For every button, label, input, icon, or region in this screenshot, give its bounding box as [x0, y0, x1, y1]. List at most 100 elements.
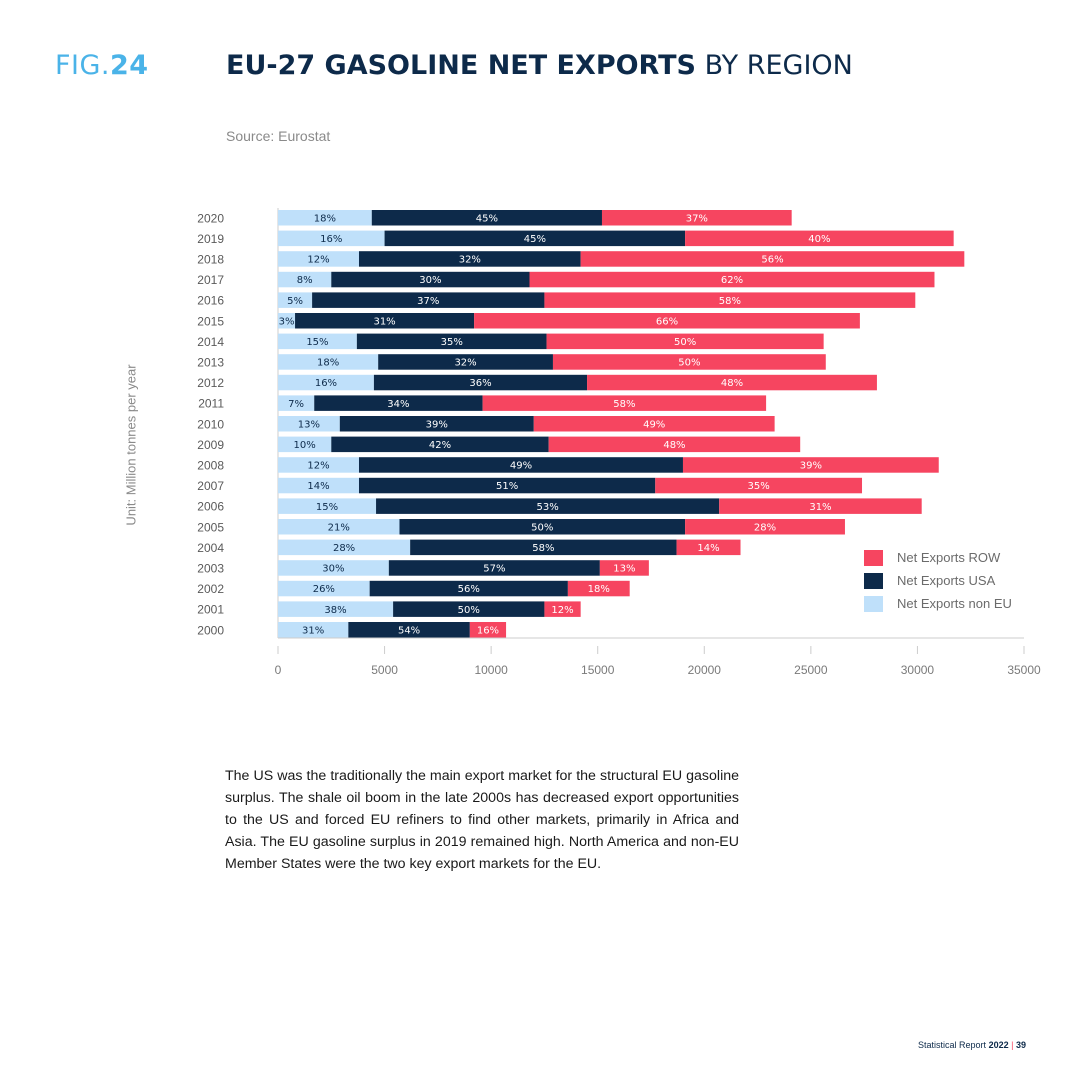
bar-segment: [378, 354, 553, 370]
bar-segment: [376, 498, 720, 514]
bar-segment: [278, 313, 296, 329]
bar-segment: [567, 580, 630, 597]
data-label: 14%: [697, 543, 719, 554]
bar-segment: [278, 416, 340, 432]
data-label: 26%: [313, 584, 335, 595]
y-tick-label: 2013: [197, 355, 224, 369]
bar-segment: [278, 519, 400, 535]
bar-segment: [339, 416, 534, 432]
bar-segment: [278, 436, 332, 453]
legend-item-usa: Net Exports USA: [864, 569, 1012, 592]
y-tick-label: 2000: [197, 623, 224, 637]
data-label: 62%: [721, 275, 743, 286]
y-tick-label: 2019: [197, 232, 224, 246]
stacked-bar-chart: 0 5000 10000 15000 20000 25000 30000 35000 2020 1…: [197, 208, 1041, 677]
bar-segment: [682, 457, 939, 473]
y-tick-label: 2015: [197, 314, 224, 328]
footer-year: 2022: [988, 1040, 1009, 1050]
bar-segment: [685, 519, 845, 535]
data-label: 10%: [294, 440, 316, 451]
legend-label-non-eu: Net Exports non EU: [897, 596, 1012, 611]
data-label: 18%: [314, 213, 336, 224]
bar-segment: [278, 580, 370, 597]
x-tick-label: 10000: [474, 663, 508, 677]
data-label: 14%: [307, 481, 329, 492]
footer-page-number: 39: [1015, 1040, 1026, 1050]
data-label: 13%: [298, 419, 320, 430]
bar-segment: [278, 601, 394, 617]
data-label: 66%: [656, 316, 678, 327]
bar-segment: [548, 436, 801, 453]
bar-segment: [393, 601, 545, 617]
bar-segment: [685, 230, 954, 247]
bar-segment: [529, 271, 935, 288]
legend-swatch-non-eu: [864, 595, 883, 612]
data-label: 7%: [288, 399, 304, 410]
figure-label: FIG.24: [55, 50, 149, 81]
data-label: 45%: [524, 234, 546, 245]
data-label: 56%: [761, 255, 783, 266]
x-tick-label: 20000: [688, 663, 722, 677]
bar-segment: [295, 313, 475, 329]
chart-title: EU-27 GASOLINE NET EXPORTS BY REGION: [226, 50, 853, 81]
data-label: 16%: [477, 625, 499, 636]
data-label: 45%: [476, 213, 498, 224]
data-label: 16%: [315, 378, 337, 389]
footer-text: Statistical Report: [918, 1040, 987, 1050]
data-label: 39%: [426, 419, 448, 430]
legend-swatch-row: [864, 549, 883, 566]
data-label: 12%: [551, 605, 573, 616]
data-label: 31%: [373, 316, 395, 327]
bar-segment: [469, 622, 507, 638]
chart-title-regular: BY REGION: [704, 50, 853, 81]
body-paragraph: The US was the traditionally the main ex…: [225, 768, 739, 872]
bar-segment: [278, 271, 332, 288]
x-tick-label: 35000: [1007, 663, 1041, 677]
bar-segment: [278, 230, 385, 247]
page-footer: Statistical Report 2022 | 39: [918, 1040, 1026, 1050]
bar-segment: [278, 251, 359, 267]
data-label: 30%: [322, 564, 344, 575]
bar-segment: [482, 395, 767, 411]
bar-segment: [358, 477, 656, 494]
x-tick-label: 25000: [794, 663, 828, 677]
data-label: 30%: [419, 275, 441, 286]
y-tick-label: 2005: [197, 520, 224, 534]
data-label: 28%: [754, 522, 776, 533]
data-label: 49%: [643, 419, 665, 430]
y-tick-label: 2020: [197, 211, 224, 225]
bar-segment: [580, 251, 965, 267]
legend-swatch-usa: [864, 572, 883, 589]
y-tick-label: 2018: [197, 252, 224, 266]
bar-segment: [410, 539, 677, 556]
data-label: 42%: [429, 440, 451, 451]
data-label: 39%: [800, 461, 822, 472]
data-label: 34%: [387, 399, 409, 410]
data-label: 56%: [458, 584, 480, 595]
legend-item-row: Net Exports ROW: [864, 546, 1012, 569]
bar-segment: [278, 210, 372, 226]
bar-segment: [474, 313, 860, 329]
data-label: 35%: [748, 481, 770, 492]
y-tick-label: 2003: [197, 561, 224, 575]
y-tick-label: 2011: [198, 397, 224, 411]
bar-segment: [533, 416, 775, 432]
data-label: 13%: [613, 564, 635, 575]
data-label: 3%: [279, 316, 295, 327]
y-tick-label: 2009: [197, 438, 224, 452]
legend-item-non-eu: Net Exports non EU: [864, 592, 1012, 615]
bar-segment: [278, 292, 313, 308]
bar-segment: [358, 251, 581, 267]
data-label: 50%: [458, 605, 480, 616]
bar-segment: [655, 477, 863, 494]
data-label: 49%: [510, 461, 532, 472]
bar-segment: [278, 374, 374, 391]
bar-segment: [371, 210, 602, 226]
data-label: 50%: [674, 337, 696, 348]
data-label: 21%: [328, 522, 350, 533]
data-label: 51%: [496, 481, 518, 492]
bar-segment: [348, 622, 470, 638]
bar-segment: [546, 333, 824, 350]
bar-segment: [719, 498, 922, 514]
data-label: 38%: [324, 605, 346, 616]
